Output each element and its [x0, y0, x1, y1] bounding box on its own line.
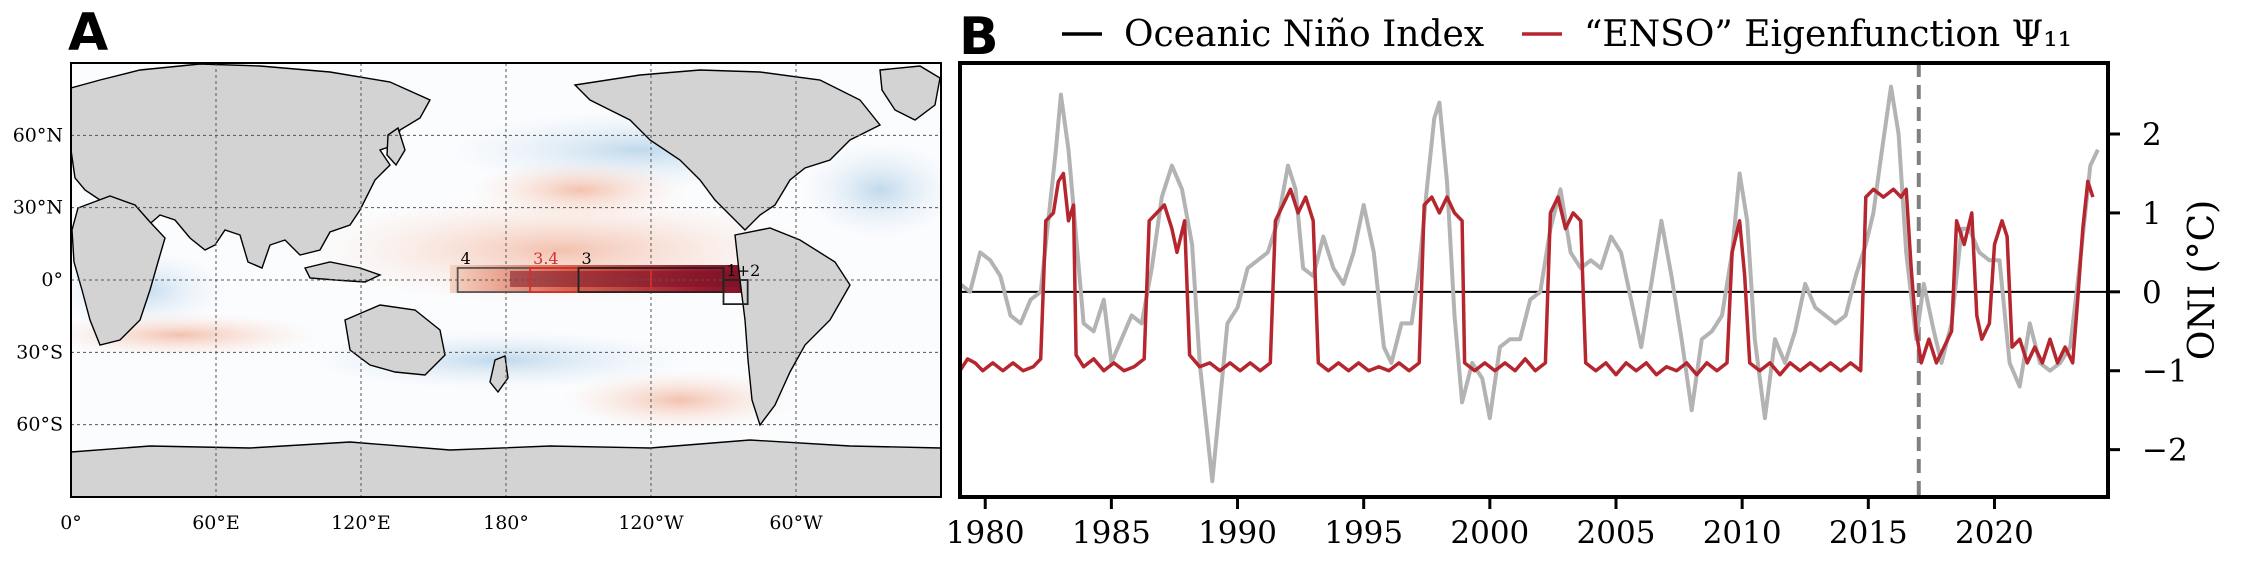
nino-regions: 4 3.4 3 1+2 — [456, 249, 761, 306]
y-tick-label: 0 — [2142, 275, 2162, 311]
land-greenland — [879, 65, 941, 121]
reference-lines — [960, 63, 2108, 497]
map-lon-labels: 0° 60°E 120°E 180° 120°W 60°W — [60, 512, 823, 534]
enso-eigenfunction-line — [960, 171, 2095, 377]
x-tick-label: 2010 — [1703, 515, 1782, 551]
land-japan — [386, 126, 406, 167]
map-lat-label: 30°N — [13, 197, 63, 219]
nino-region-label: 3.4 — [533, 249, 558, 268]
map-lon-label: 180° — [483, 512, 529, 534]
land-africa — [71, 195, 166, 346]
y-tick-label: −1 — [2142, 354, 2188, 390]
land-indonesia — [303, 261, 382, 283]
x-tick-label: 2020 — [1955, 515, 2034, 551]
map-gridlines — [70, 63, 941, 497]
nino-region-label: 1+2 — [727, 261, 761, 280]
map-lon-label: 60°E — [192, 512, 240, 534]
nino-region-label: 4 — [461, 249, 471, 268]
oni-line — [960, 84, 2100, 484]
nino-region-box — [722, 279, 749, 306]
land-australia — [344, 304, 446, 376]
map-lat-label: 60°S — [16, 414, 63, 436]
y-axis-label: ONI (°C) — [2182, 200, 2223, 360]
panel-label-a: A — [68, 3, 108, 63]
oni-timeseries: Oceanic Niño Index “ENSO” Eigenfunction … — [946, 14, 2223, 551]
map-lat-labels: 60°N 30°N 0° 30°S 60°S — [13, 124, 63, 435]
x-tick-label: 1985 — [1072, 515, 1151, 551]
y-tick-label: 1 — [2142, 196, 2162, 232]
map-lon-label: 60°W — [769, 512, 823, 534]
x-tick-label: 2015 — [1829, 515, 1908, 551]
land-antarctica — [71, 439, 941, 497]
legend-label-enso: “ENSO” Eigenfunction Ψ₁₁ — [1584, 14, 2072, 55]
land-new-zealand — [489, 355, 509, 394]
y-tick-label: 2 — [2142, 117, 2162, 153]
x-tick-label: 2005 — [1577, 515, 1656, 551]
map-lon-label: 0° — [60, 512, 82, 534]
map-frame — [70, 62, 942, 498]
legend: Oceanic Niño Index “ENSO” Eigenfunction … — [1062, 14, 2072, 55]
land-south-america — [734, 227, 851, 427]
map-lon-label: 120°E — [331, 512, 391, 534]
continents — [71, 63, 941, 497]
map-lat-label: 30°S — [16, 341, 63, 363]
sst-map: 4 3.4 3 1+2 60°N 30°N 0° 30°S 60°S 0° 60°E 120°E 1… — [13, 62, 942, 534]
legend-label-oni: Oceanic Niño Index — [1124, 14, 1484, 55]
map-lat-label: 60°N — [13, 124, 63, 146]
series-lines — [960, 84, 2100, 484]
x-axis-ticks: 1980 1985 1990 1995 2000 2005 2010 2015 2020 — [946, 497, 2034, 551]
x-tick-label: 1990 — [1198, 515, 1277, 551]
y-tick-label: −2 — [2142, 433, 2188, 469]
map-lon-label: 120°W — [618, 512, 684, 534]
plot-frame — [958, 61, 2110, 499]
land-north-america — [573, 69, 882, 231]
panel-label-b: B — [959, 7, 999, 67]
map-lat-label: 0° — [41, 269, 63, 291]
x-tick-label: 2000 — [1450, 515, 1529, 551]
nino-region-label: 3 — [582, 249, 592, 268]
y-axis-ticks: −2 −1 0 1 2 — [2108, 117, 2188, 469]
x-tick-label: 1995 — [1324, 515, 1403, 551]
x-tick-label: 1980 — [946, 515, 1025, 551]
